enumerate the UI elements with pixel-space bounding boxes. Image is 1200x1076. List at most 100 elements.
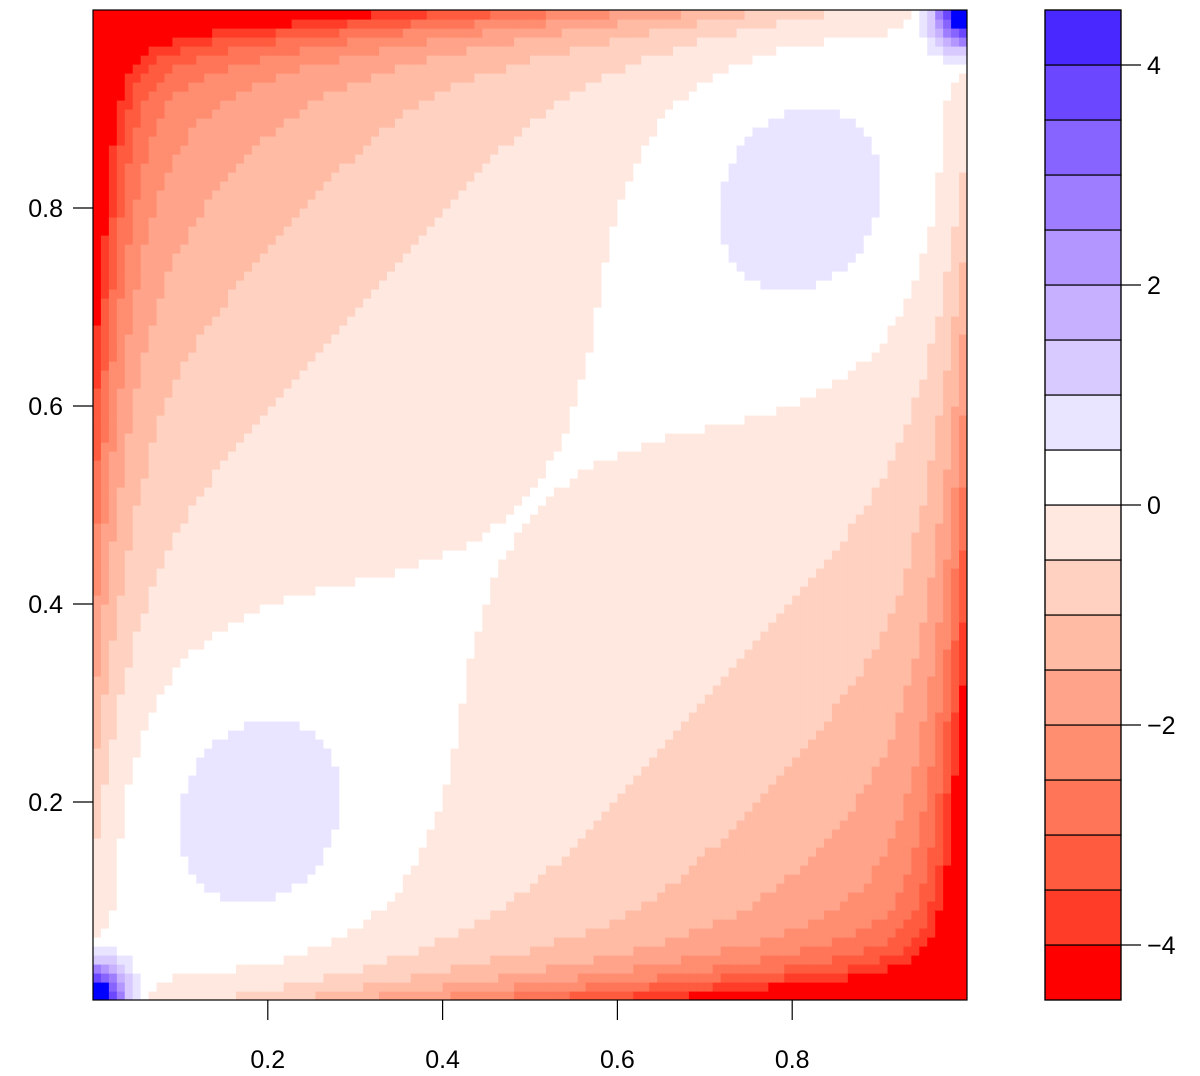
contour-cell	[426, 271, 436, 281]
contour-cell	[236, 928, 245, 938]
contour-cell	[347, 343, 356, 353]
contour-cell	[331, 91, 340, 101]
contour-cell	[275, 568, 285, 578]
contour-cell	[275, 946, 285, 956]
contour-cell	[108, 298, 118, 308]
contour-cell	[220, 631, 229, 641]
contour-cell	[402, 973, 412, 983]
contour-cell	[156, 244, 166, 254]
contour-cell	[371, 811, 380, 821]
contour-cell	[116, 532, 126, 542]
contour-cell	[291, 145, 301, 155]
contour-cell	[148, 703, 158, 713]
contour-cell	[188, 712, 197, 722]
contour-cell	[220, 298, 229, 308]
contour-cell	[220, 271, 229, 281]
contour-cell	[410, 271, 420, 281]
contour-cell	[363, 838, 372, 848]
contour-cell	[140, 658, 150, 668]
contour-cell	[164, 190, 174, 200]
contour-cell	[108, 217, 118, 227]
contour-cell	[124, 19, 134, 29]
contour-cell	[402, 631, 412, 641]
contour-cell	[299, 289, 309, 299]
contour-cell	[108, 973, 118, 983]
contour-cell	[418, 370, 428, 380]
contour-cell	[100, 64, 110, 74]
contour-cell	[259, 883, 269, 893]
contour-cell	[331, 10, 340, 20]
contour-cell	[363, 982, 372, 992]
contour-cell	[315, 595, 325, 605]
contour-cell	[236, 478, 245, 488]
contour-cell	[379, 928, 388, 938]
contour-cell	[323, 955, 332, 965]
contour-cell	[283, 820, 293, 830]
contour-cell	[315, 775, 325, 785]
contour-cell	[116, 199, 126, 209]
contour-cell	[259, 847, 269, 857]
contour-cell	[410, 217, 420, 227]
contour-cell	[220, 73, 229, 83]
contour-cell	[275, 433, 285, 443]
contour-cell	[140, 442, 150, 452]
contour-cell	[410, 334, 420, 344]
contour-cell	[259, 118, 269, 128]
contour-cell	[363, 64, 372, 74]
contour-cell	[450, 685, 460, 695]
contour-cell	[164, 910, 174, 920]
contour-cell	[267, 406, 277, 416]
contour-cell	[100, 694, 110, 704]
contour-cell	[323, 451, 332, 461]
contour-cell	[434, 460, 444, 470]
contour-cell	[188, 19, 197, 29]
contour-cell	[100, 334, 110, 344]
contour-cell	[259, 469, 269, 479]
contour-cell	[402, 406, 412, 416]
contour-cell	[299, 343, 309, 353]
contour-cell	[402, 847, 412, 857]
contour-cell	[283, 973, 293, 983]
contour-cell	[236, 874, 245, 884]
contour-cell	[442, 190, 452, 200]
contour-cell	[267, 730, 277, 740]
contour-cell	[164, 586, 174, 596]
contour-cell	[228, 919, 237, 929]
contour-cell	[196, 505, 205, 515]
contour-cell	[172, 397, 181, 407]
contour-cell	[371, 10, 380, 20]
contour-cell	[108, 496, 118, 506]
contour-cell	[164, 10, 174, 20]
contour-cell	[371, 190, 380, 200]
contour-cell	[108, 55, 118, 65]
contour-cell	[299, 208, 309, 218]
contour-cell	[148, 163, 158, 173]
contour-cell	[386, 577, 396, 587]
contour-cell	[434, 820, 444, 830]
contour-cell	[386, 154, 396, 164]
contour-cell	[251, 541, 261, 551]
contour-cell	[156, 10, 166, 20]
contour-cell	[116, 73, 126, 83]
contour-cell	[180, 307, 189, 317]
contour-cell	[140, 28, 150, 38]
contour-cell	[291, 991, 301, 1000]
contour-cell	[442, 37, 452, 47]
contour-cell	[434, 658, 444, 668]
contour-cell	[124, 316, 134, 326]
contour-cell	[267, 928, 277, 938]
contour-cell	[450, 586, 460, 596]
contour-cell	[442, 280, 452, 290]
contour-cell	[212, 595, 221, 605]
contour-cell	[93, 604, 102, 614]
contour-cell	[283, 910, 293, 920]
contour-cell	[243, 496, 253, 506]
contour-cell	[307, 865, 317, 875]
contour-fill-area	[93, 10, 967, 1000]
contour-cell	[140, 424, 150, 434]
contour-cell	[188, 37, 197, 47]
contour-cell	[386, 523, 396, 533]
contour-cell	[156, 127, 166, 137]
contour-cell	[339, 469, 348, 479]
contour-cell	[339, 874, 348, 884]
